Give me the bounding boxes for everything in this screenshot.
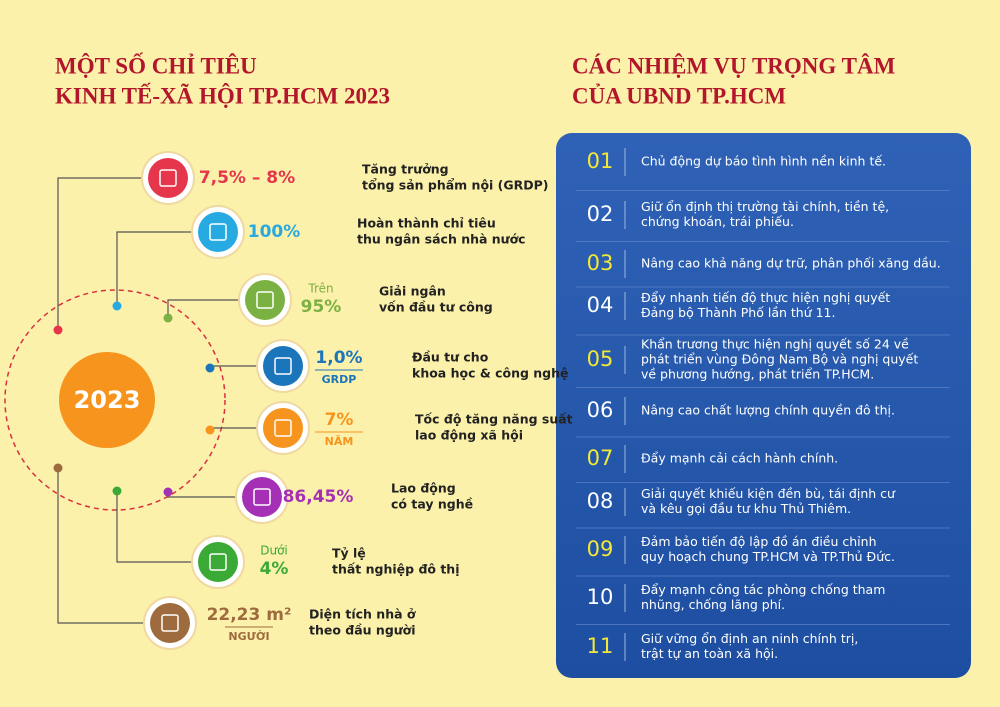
task-text: Giữ vững ổn định an ninh chính trị,: [641, 631, 858, 646]
dot: [163, 487, 173, 497]
task-text: Đẩy mạnh công tác phòng chống tham: [641, 582, 885, 597]
task-number: 08: [587, 489, 614, 513]
indicator-label: Đầu tư cho: [412, 350, 489, 365]
value: 7,5% – 8%: [199, 168, 295, 188]
icon-glyph: [209, 553, 227, 571]
indicator-label: khoa học & công nghệ: [412, 366, 569, 381]
connector: [116, 491, 218, 563]
task-number: 04: [587, 293, 614, 317]
task-text: Giữ ổn định thị trường tài chính, tiền t…: [641, 199, 889, 214]
connector: [57, 177, 168, 330]
task-text: trật tự an toàn xã hội.: [641, 646, 778, 661]
indicator-label: vốn đầu tư công: [379, 300, 493, 315]
prefix: Dưới: [260, 544, 288, 558]
center-label: 2023: [74, 386, 141, 414]
icon-glyph: [256, 291, 274, 309]
task-number: 03: [587, 251, 614, 275]
dot: [112, 301, 122, 311]
icon: [150, 603, 190, 643]
task-text: nhũng, chống lãng phí.: [641, 597, 785, 612]
dot: [205, 425, 215, 435]
task-number: 02: [587, 202, 614, 226]
left-title: MỘT SỐ CHỈ TIÊU: [55, 52, 257, 78]
indicator-label: Tốc độ tăng năng suất: [415, 412, 573, 427]
task-number: 01: [587, 149, 614, 173]
dot: [163, 313, 173, 323]
value: 86,45%: [283, 487, 354, 507]
unit: NGƯỜI: [228, 630, 269, 643]
task-text: Đẩy mạnh cải cách hành chính.: [641, 451, 838, 466]
icon-glyph: [161, 614, 179, 632]
left-title: KINH TẾ-XÃ HỘI TP.HCM 2023: [55, 82, 390, 108]
task-text: Khẩn trương thực hiện nghị quyết số 24 v…: [641, 337, 909, 352]
indicator-label: Lao động: [391, 481, 456, 496]
task-text: quy hoạch chung TP.HCM và TP.Thủ Đức.: [641, 549, 895, 564]
icon-glyph: [209, 223, 227, 241]
icon-glyph: [274, 419, 292, 437]
connector: [116, 231, 218, 306]
task-text: Nâng cao chất lượng chính quyền đô thị.: [641, 403, 895, 418]
icon-glyph: [274, 357, 292, 375]
task-text: Đẩy nhanh tiến độ thực hiện nghị quyết: [641, 290, 890, 305]
task-number: 06: [587, 398, 614, 422]
indicator-label: Tăng trưởng: [362, 162, 449, 177]
value: 22,23 m²: [207, 605, 292, 625]
indicator-label: Giải ngân: [379, 284, 446, 299]
task-text: Đảng bộ Thành Phố lần thứ 11.: [641, 305, 835, 320]
task-number: 11: [587, 634, 614, 658]
icon: [148, 158, 188, 198]
task-number: 05: [587, 347, 614, 371]
indicator-label: có tay nghề: [391, 497, 473, 512]
task-panel: [556, 133, 971, 678]
task-text: phát triển vùng Đông Nam Bộ và nghị quyế…: [641, 352, 918, 367]
value: 95%: [301, 297, 342, 317]
orbit: [4, 289, 226, 511]
indicator-label: Diện tích nhà ở: [309, 607, 416, 622]
icon: [242, 477, 282, 517]
tasks: 01 Chủ động dự báo tình hình nền kinh tế.…: [576, 148, 950, 661]
task-text: Chủ động dự báo tình hình nền kinh tế.: [641, 154, 886, 169]
connector: [167, 299, 265, 318]
connector: [57, 468, 170, 624]
icon: [198, 542, 238, 582]
value: 1,0%: [315, 348, 362, 368]
icon-glyph: [159, 169, 177, 187]
unit: GRDP: [322, 373, 357, 386]
icon: [263, 408, 303, 448]
indicator-label: Hoàn thành chỉ tiêu: [357, 216, 496, 231]
value: 4%: [260, 559, 289, 579]
prefix: Trên: [307, 282, 333, 296]
task-number: 10: [587, 585, 614, 609]
task-number: 07: [587, 446, 614, 470]
indicator-label: thu ngân sách nhà nước: [357, 232, 526, 247]
task-text: và kêu gọi đầu tư khu Thủ Thiêm.: [641, 501, 851, 516]
dot: [53, 463, 63, 473]
icon: [263, 346, 303, 386]
indicator-label: tổng sản phẩm nội (GRDP): [362, 178, 549, 193]
dot: [205, 363, 215, 373]
task-text: Đảm bảo tiến độ lập đồ án điều chỉnh: [641, 534, 877, 549]
task-text: về phương hướng, phát triển TP.HCM.: [641, 367, 874, 382]
dot: [112, 486, 122, 496]
dot: [53, 325, 63, 335]
indicator-label: thất nghiệp đô thị: [332, 562, 460, 577]
indicator-label: Tỷ lệ: [332, 546, 366, 561]
task-number: 09: [587, 537, 614, 561]
value: 100%: [248, 222, 301, 242]
indicator-label: lao động xã hội: [415, 428, 523, 443]
right-title: CÁC NHIỆM VỤ TRỌNG TÂM: [572, 52, 896, 78]
center-circle: [59, 352, 155, 448]
unit: NĂM: [325, 435, 354, 448]
task-text: chứng khoán, trái phiếu.: [641, 214, 794, 229]
task-text: Giải quyết khiếu kiện đền bù, tái định c…: [641, 486, 896, 501]
right-title: CỦA UBND TP.HCM: [572, 83, 786, 108]
icon: [245, 280, 285, 320]
value: 7%: [325, 410, 354, 430]
icon-glyph: [253, 488, 271, 506]
icon: [198, 212, 238, 252]
task-text: Nâng cao khả năng dự trữ, phân phối xăng…: [641, 256, 941, 271]
indicator-label: theo đầu người: [309, 623, 416, 638]
